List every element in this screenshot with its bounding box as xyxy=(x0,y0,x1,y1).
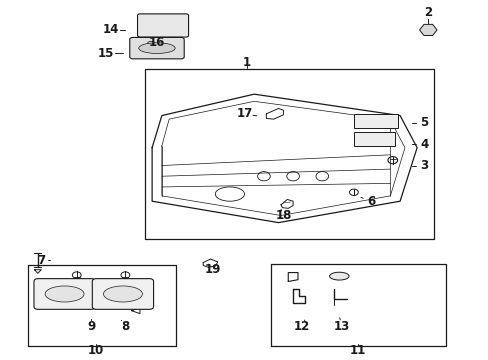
Ellipse shape xyxy=(329,272,348,280)
Bar xyxy=(140,16,186,35)
Text: 5: 5 xyxy=(419,116,427,129)
Text: 10: 10 xyxy=(88,344,104,357)
Text: 13: 13 xyxy=(333,320,349,333)
Text: 3: 3 xyxy=(420,159,427,172)
Text: 9: 9 xyxy=(87,320,95,333)
Text: 18: 18 xyxy=(275,209,291,222)
Text: 1: 1 xyxy=(243,55,250,68)
Text: 6: 6 xyxy=(366,195,374,208)
Text: 14: 14 xyxy=(102,23,119,36)
Text: 8: 8 xyxy=(121,320,129,333)
Text: 19: 19 xyxy=(204,263,221,276)
FancyBboxPatch shape xyxy=(92,279,153,309)
Text: 15: 15 xyxy=(98,47,114,60)
Text: 11: 11 xyxy=(349,344,365,357)
Text: 2: 2 xyxy=(424,6,431,19)
Ellipse shape xyxy=(215,187,244,201)
Bar xyxy=(353,114,397,128)
FancyBboxPatch shape xyxy=(137,14,188,37)
Ellipse shape xyxy=(45,286,84,302)
Ellipse shape xyxy=(103,286,142,302)
Ellipse shape xyxy=(139,43,175,54)
Text: 16: 16 xyxy=(148,36,165,49)
Text: 4: 4 xyxy=(419,138,427,150)
Text: 17: 17 xyxy=(236,107,252,120)
Bar xyxy=(353,132,394,146)
Ellipse shape xyxy=(144,40,164,48)
FancyBboxPatch shape xyxy=(129,37,184,59)
Text: 7: 7 xyxy=(37,253,45,267)
Text: 12: 12 xyxy=(293,320,309,333)
FancyBboxPatch shape xyxy=(34,279,95,309)
